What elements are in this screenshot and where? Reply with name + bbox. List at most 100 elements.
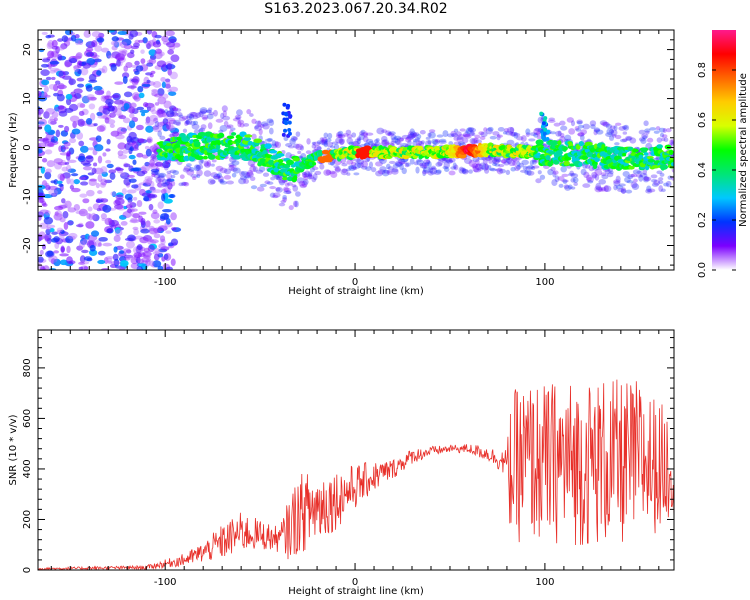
heatmap-cell xyxy=(190,174,199,178)
heatmap-cell xyxy=(445,158,453,164)
heatmap-cell xyxy=(567,172,576,177)
heatmap-cell xyxy=(106,257,113,263)
heatmap-cell xyxy=(547,161,553,167)
heatmap-cell xyxy=(61,166,69,172)
heatmap-cell xyxy=(258,128,263,136)
heatmap-cell xyxy=(532,165,540,169)
heatmap-cell xyxy=(172,42,181,48)
heatmap-cell xyxy=(82,198,90,204)
heatmap-cell xyxy=(83,30,92,38)
heatmap-cell xyxy=(56,180,63,184)
heatmap-cell xyxy=(664,144,672,150)
heatmap-cell xyxy=(380,139,388,147)
heatmap-cell xyxy=(251,118,257,124)
heatmap-cell xyxy=(151,109,157,115)
heatmap-cell xyxy=(267,137,273,142)
heatmap-cell xyxy=(114,55,125,60)
heatmap-cell xyxy=(64,161,70,165)
heatmap-cell xyxy=(288,205,294,211)
heatmap-cell xyxy=(126,189,137,194)
heatmap-cell xyxy=(509,131,517,137)
heatmap-cell xyxy=(625,189,633,194)
heatmap-cell xyxy=(287,182,293,186)
heatmap-cell xyxy=(88,249,98,257)
colorbar-tick-label: 0.8 xyxy=(697,62,708,78)
heatmap-cell xyxy=(425,136,431,140)
heatmap-cell xyxy=(169,71,178,80)
heatmap-cell xyxy=(198,110,206,115)
heatmap-cell xyxy=(506,139,515,145)
heatmap-cell xyxy=(348,164,357,172)
heatmap-cell xyxy=(185,120,190,125)
heatmap-cell xyxy=(152,209,158,215)
heatmap-cell xyxy=(140,228,150,234)
heatmap-cell xyxy=(375,138,380,143)
heatmap-cell xyxy=(40,166,46,174)
heatmap-cell xyxy=(193,164,201,172)
heatmap-cell xyxy=(427,170,434,176)
heatmap-cell xyxy=(140,217,146,226)
heatmap-cell xyxy=(96,111,103,117)
heatmap-cell xyxy=(146,138,152,143)
heatmap-cell xyxy=(346,172,351,176)
heatmap-cell xyxy=(630,181,638,189)
heatmap-cell xyxy=(149,158,155,167)
heatmap-cell xyxy=(276,175,283,181)
heatmap-cell xyxy=(620,138,627,143)
heatmap-cell xyxy=(164,145,174,150)
heatmap-cell xyxy=(104,217,113,226)
heatmap-cell xyxy=(122,117,131,124)
heatmap-cell xyxy=(169,107,174,115)
heatmap-cell xyxy=(283,186,289,193)
heatmap-cell xyxy=(339,138,345,146)
heatmap-cell xyxy=(78,39,84,46)
colorbar-tick-label: 0.2 xyxy=(697,212,708,228)
heatmap-cell xyxy=(412,138,420,143)
heatmap-cell xyxy=(360,129,366,134)
heatmap-cell xyxy=(170,227,177,231)
heatmap-cell xyxy=(615,122,622,126)
heatmap-cell xyxy=(67,168,77,173)
heatmap-cell xyxy=(307,172,313,178)
heatmap-cell xyxy=(136,170,146,177)
heatmap-cell xyxy=(84,49,93,58)
heatmap-cell xyxy=(127,85,137,89)
heatmap-cell xyxy=(152,125,163,133)
heatmap-cell xyxy=(651,182,659,187)
heatmap-cell xyxy=(133,228,139,236)
heatmap-cell xyxy=(136,152,144,158)
heatmap-cell xyxy=(135,65,144,72)
heatmap-cell xyxy=(283,128,288,133)
heatmap-cell xyxy=(610,165,617,170)
heatmap-cell xyxy=(149,239,159,244)
heatmap-cell xyxy=(114,204,124,210)
heatmap-cell xyxy=(73,88,83,94)
heatmap-cell xyxy=(623,124,630,131)
heatmap-cell xyxy=(661,137,666,142)
heatmap-cell xyxy=(208,107,213,111)
heatmap-cell xyxy=(201,114,209,120)
heatmap-cell xyxy=(195,112,202,119)
heatmap-cell xyxy=(659,132,665,138)
heatmap-cell xyxy=(93,85,103,91)
heatmap-cell xyxy=(45,184,51,191)
heatmap-cell xyxy=(570,173,579,179)
heatmap-cell xyxy=(212,175,221,180)
heatmap-cell xyxy=(412,140,418,147)
heatmap-cell xyxy=(42,58,51,63)
heatmap-cell xyxy=(45,35,52,39)
heatmap-cell xyxy=(128,154,136,160)
heatmap-cell xyxy=(338,137,345,145)
heatmap-cell xyxy=(145,40,152,49)
heatmap-cell xyxy=(110,260,121,266)
heatmap-cell xyxy=(620,187,627,194)
heatmap-cell xyxy=(381,139,390,147)
heatmap-cell xyxy=(284,182,290,187)
heatmap-cell xyxy=(461,167,467,175)
heatmap-cell xyxy=(121,38,132,46)
heatmap-cell xyxy=(416,159,424,166)
heatmap-cell xyxy=(615,175,621,183)
heatmap-cell xyxy=(168,133,175,138)
heatmap-cell xyxy=(73,203,81,211)
heatmap-cell xyxy=(631,183,640,191)
